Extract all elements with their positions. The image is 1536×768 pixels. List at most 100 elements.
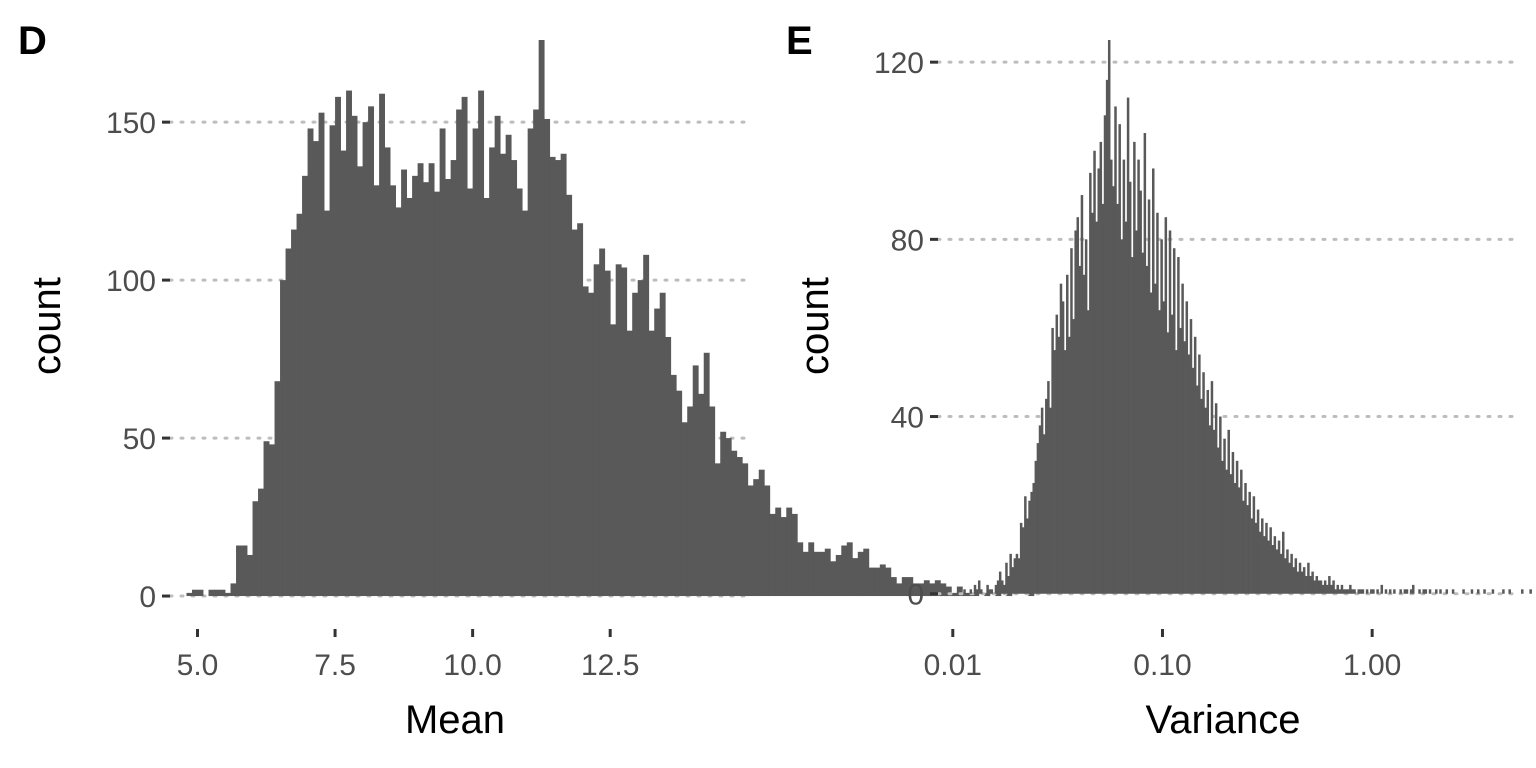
panel-e-bar <box>1216 447 1220 594</box>
panel-d-bar <box>505 134 512 597</box>
panel-e-bar <box>1298 562 1302 594</box>
panel-e-bar <box>1122 159 1126 594</box>
panel-d-bar <box>280 280 286 597</box>
panel-d-bar <box>984 592 991 597</box>
panel-d-bar <box>291 229 297 597</box>
panel-e-bar <box>1428 589 1432 594</box>
panel-e-bar <box>1158 310 1161 594</box>
panel-e-bar <box>1317 580 1321 594</box>
panel-d-bar <box>1028 592 1035 597</box>
panel-e-bar <box>1340 584 1344 594</box>
panel-e-bar <box>1051 327 1054 594</box>
panel-d-bar <box>747 485 754 597</box>
panel-d-bar <box>351 115 358 597</box>
panel-d-bar <box>423 182 430 597</box>
panel-e-bar <box>1409 589 1413 594</box>
panel-e-bar <box>1252 496 1256 594</box>
panel-e-bar <box>975 589 979 594</box>
panel-d-bar <box>357 166 363 597</box>
panel-e-bar <box>1307 562 1310 594</box>
panel-e-bar <box>1196 385 1199 594</box>
panel-d-bar <box>566 194 573 597</box>
panel-d-bar <box>461 96 468 597</box>
panel-d-bar <box>478 90 485 597</box>
panel-e-bar <box>1302 567 1306 594</box>
panel-e-bar <box>1032 482 1035 594</box>
panel-d-bar <box>582 286 589 597</box>
panel-d-bar <box>632 292 639 597</box>
panel-e-bar <box>1311 571 1314 594</box>
panel-e-bar <box>1026 518 1029 594</box>
panel-e-bar <box>1191 367 1195 594</box>
panel-e-bar <box>1376 589 1379 594</box>
panel-d-bar <box>197 589 204 597</box>
panel-e-bar <box>998 571 1002 594</box>
panel-d-bar <box>516 188 523 597</box>
panel-d-y-tick-label: 0 <box>139 581 156 614</box>
panel-e-bar <box>1068 336 1071 594</box>
panel-e-bar <box>1055 314 1059 594</box>
panel-d-bar <box>445 179 452 597</box>
panel-e-y-ticks: 0 40 80 120 <box>874 47 938 612</box>
panel-d-bar <box>714 463 721 597</box>
panel-d-x-tick-label: 10.0 <box>443 649 501 682</box>
panel-e-bar <box>1011 567 1015 594</box>
panel-d-bar <box>830 561 837 597</box>
panel-e-bar <box>988 589 991 594</box>
panel-e-bar <box>1294 558 1298 594</box>
panel-d-y-tick-label: 100 <box>106 265 156 298</box>
panel-e-bar <box>1063 350 1067 594</box>
panel-e-bar <box>1250 518 1254 594</box>
panel-d-bar <box>313 141 319 597</box>
panel-e-bar <box>1166 332 1170 594</box>
panel-e-bar <box>1330 584 1333 594</box>
panel-e-bar <box>1024 496 1027 594</box>
panel-d-bar <box>434 191 441 597</box>
panel-e-bar <box>1254 522 1258 594</box>
panel-d-bar <box>648 330 655 597</box>
panel-d-bar <box>544 118 551 597</box>
panel-e-bar <box>1344 589 1348 594</box>
panel-e-bar <box>1323 580 1327 594</box>
panel-e-bar <box>1045 398 1048 594</box>
panel-e-bar <box>1128 181 1132 594</box>
panel-d-bar <box>703 352 710 597</box>
panel-d-bar <box>973 592 980 597</box>
panel-d-bar <box>500 153 507 597</box>
panel-e-bar <box>969 589 973 594</box>
panel-d-bar <box>670 374 677 597</box>
panel-d-bar <box>533 109 540 597</box>
panel-e-bar <box>1248 491 1251 594</box>
panel-e-bar <box>1491 589 1495 594</box>
panel-e-bar <box>1066 274 1069 594</box>
panel-e-label: E <box>786 19 813 63</box>
panel-e-bar <box>1133 141 1136 594</box>
panel-d-bar <box>489 147 496 597</box>
panel-d-bar <box>368 106 374 597</box>
panel-d-bar <box>610 324 617 597</box>
panel-e-bar <box>1267 540 1270 594</box>
panel-d-bar <box>192 589 198 597</box>
panel-e-bar <box>1059 283 1063 594</box>
panel-e-x-tick-label: 1.00 <box>1343 649 1401 682</box>
panel-d-bar <box>263 441 270 597</box>
panel-e-bar <box>1200 398 1203 594</box>
panel-e-bar <box>1154 283 1157 594</box>
panel-d-bar <box>274 381 281 597</box>
panel-e-bar <box>1405 589 1409 594</box>
panel-e-bar <box>1202 372 1205 594</box>
panel-e-bar <box>1269 527 1272 594</box>
panel-d-bar <box>725 438 732 597</box>
panel-e-bar <box>1198 354 1201 594</box>
panel-e-bar <box>1156 212 1159 594</box>
panel-e-bar <box>1305 576 1308 594</box>
panel-e-bar <box>1074 230 1077 594</box>
panel-e-bar <box>1212 429 1216 594</box>
panel-e-bar <box>1476 589 1480 594</box>
panel-e-bar <box>1040 407 1044 594</box>
panel-e-bar <box>1005 562 1008 594</box>
panel-e-bar <box>994 584 998 594</box>
panel-d-bar <box>951 592 958 597</box>
panel-d-bar <box>907 577 914 597</box>
panel-e-bar <box>1017 558 1021 594</box>
